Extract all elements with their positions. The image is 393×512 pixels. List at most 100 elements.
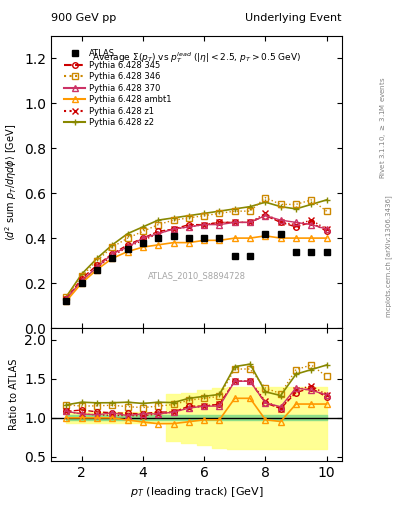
Pythia 6.428 345 — [278, 219, 283, 225]
ATLAS — [141, 240, 145, 246]
Pythia 6.428 z1 — [248, 219, 252, 225]
X-axis label: $p_T$ (leading track) [GeV]: $p_T$ (leading track) [GeV] — [130, 485, 263, 499]
Pythia 6.428 ambt1 — [110, 255, 115, 262]
Pythia 6.428 370 — [294, 219, 298, 225]
Pythia 6.428 ambt1 — [95, 266, 99, 272]
Pythia 6.428 z2 — [232, 206, 237, 212]
Pythia 6.428 346 — [95, 258, 99, 264]
ATLAS — [110, 255, 115, 262]
Line: Pythia 6.428 z1: Pythia 6.428 z1 — [64, 210, 329, 302]
Pythia 6.428 z2 — [278, 204, 283, 210]
Pythia 6.428 z1 — [125, 244, 130, 250]
ATLAS — [187, 235, 191, 241]
ATLAS — [125, 246, 130, 252]
Pythia 6.428 345 — [125, 242, 130, 248]
Pythia 6.428 370 — [64, 296, 69, 302]
Pythia 6.428 346 — [294, 201, 298, 207]
Pythia 6.428 ambt1 — [64, 298, 69, 304]
Line: ATLAS: ATLAS — [63, 230, 330, 305]
ATLAS — [294, 248, 298, 254]
Pythia 6.428 345 — [141, 235, 145, 241]
Pythia 6.428 ambt1 — [294, 235, 298, 241]
Pythia 6.428 345 — [156, 228, 161, 234]
ATLAS — [95, 266, 99, 272]
Pythia 6.428 346 — [187, 215, 191, 221]
Pythia 6.428 ambt1 — [263, 233, 268, 239]
Pythia 6.428 z1 — [156, 230, 161, 237]
Pythia 6.428 370 — [187, 224, 191, 230]
Pythia 6.428 z1 — [202, 222, 206, 228]
Pythia 6.428 346 — [217, 210, 222, 217]
Pythia 6.428 z2 — [171, 215, 176, 221]
Pythia 6.428 z1 — [171, 226, 176, 232]
Y-axis label: Ratio to ATLAS: Ratio to ATLAS — [9, 359, 19, 430]
Pythia 6.428 z1 — [324, 226, 329, 232]
Pythia 6.428 345 — [309, 219, 314, 225]
Pythia 6.428 z2 — [125, 230, 130, 237]
Pythia 6.428 346 — [110, 244, 115, 250]
Pythia 6.428 ambt1 — [232, 235, 237, 241]
Pythia 6.428 ambt1 — [187, 240, 191, 246]
Pythia 6.428 ambt1 — [141, 244, 145, 250]
Pythia 6.428 ambt1 — [202, 237, 206, 243]
ATLAS — [324, 248, 329, 254]
Line: Pythia 6.428 z2: Pythia 6.428 z2 — [64, 197, 329, 300]
Pythia 6.428 z2 — [95, 255, 99, 262]
Pythia 6.428 370 — [110, 251, 115, 257]
Pythia 6.428 345 — [171, 226, 176, 232]
Pythia 6.428 345 — [217, 219, 222, 225]
Pythia 6.428 370 — [263, 212, 268, 219]
Pythia 6.428 345 — [232, 219, 237, 225]
Pythia 6.428 346 — [202, 212, 206, 219]
Pythia 6.428 370 — [156, 230, 161, 237]
Pythia 6.428 346 — [125, 235, 130, 241]
ATLAS — [171, 233, 176, 239]
Pythia 6.428 z2 — [156, 217, 161, 223]
Pythia 6.428 ambt1 — [79, 280, 84, 286]
Y-axis label: $\langle d^2$ sum $p_T/d\eta d\phi\rangle$ [GeV]: $\langle d^2$ sum $p_T/d\eta d\phi\rangl… — [3, 123, 19, 241]
Pythia 6.428 345 — [202, 222, 206, 228]
Pythia 6.428 z2 — [309, 201, 314, 207]
Pythia 6.428 370 — [141, 235, 145, 241]
Text: Rivet 3.1.10, $\geq$ 3.1M events: Rivet 3.1.10, $\geq$ 3.1M events — [378, 77, 388, 179]
Pythia 6.428 370 — [95, 264, 99, 270]
Pythia 6.428 z2 — [202, 210, 206, 217]
Pythia 6.428 z2 — [64, 293, 69, 300]
Pythia 6.428 z1 — [64, 296, 69, 302]
ATLAS — [156, 235, 161, 241]
Pythia 6.428 345 — [110, 251, 115, 257]
Pythia 6.428 346 — [141, 228, 145, 234]
Pythia 6.428 370 — [202, 222, 206, 228]
Pythia 6.428 370 — [232, 219, 237, 225]
Pythia 6.428 ambt1 — [171, 240, 176, 246]
Pythia 6.428 370 — [278, 217, 283, 223]
Pythia 6.428 370 — [171, 226, 176, 232]
Pythia 6.428 346 — [156, 222, 161, 228]
Pythia 6.428 345 — [95, 262, 99, 268]
Pythia 6.428 345 — [324, 228, 329, 234]
ATLAS — [79, 280, 84, 286]
Pythia 6.428 370 — [248, 219, 252, 225]
Pythia 6.428 z2 — [248, 204, 252, 210]
ATLAS — [232, 253, 237, 259]
Pythia 6.428 z1 — [263, 210, 268, 217]
Pythia 6.428 z2 — [141, 224, 145, 230]
Line: Pythia 6.428 346: Pythia 6.428 346 — [64, 195, 329, 300]
Pythia 6.428 z2 — [217, 208, 222, 214]
Pythia 6.428 345 — [248, 219, 252, 225]
Line: Pythia 6.428 370: Pythia 6.428 370 — [64, 213, 329, 302]
Pythia 6.428 z1 — [278, 219, 283, 225]
Pythia 6.428 z2 — [187, 212, 191, 219]
ATLAS — [202, 235, 206, 241]
Text: Underlying Event: Underlying Event — [245, 13, 342, 23]
ATLAS — [263, 230, 268, 237]
Pythia 6.428 ambt1 — [309, 235, 314, 241]
Text: ATLAS_2010_S8894728: ATLAS_2010_S8894728 — [147, 271, 246, 280]
Legend: ATLAS, Pythia 6.428 345, Pythia 6.428 346, Pythia 6.428 370, Pythia 6.428 ambt1,: ATLAS, Pythia 6.428 345, Pythia 6.428 34… — [61, 46, 175, 131]
Pythia 6.428 z1 — [294, 222, 298, 228]
Pythia 6.428 ambt1 — [278, 235, 283, 241]
ATLAS — [309, 248, 314, 254]
Pythia 6.428 z2 — [294, 206, 298, 212]
Pythia 6.428 ambt1 — [248, 235, 252, 241]
Pythia 6.428 z1 — [309, 217, 314, 223]
